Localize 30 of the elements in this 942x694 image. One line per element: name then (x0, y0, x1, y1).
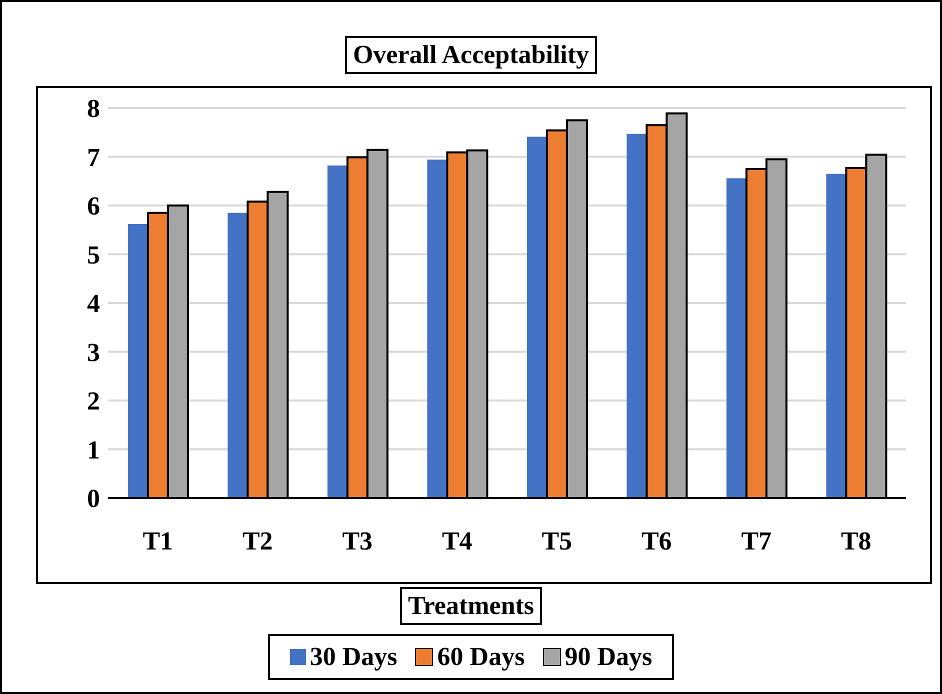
x-tick-label: T5 (542, 526, 572, 556)
y-tick-label: 6 (87, 192, 100, 221)
y-tick-label: 4 (87, 289, 100, 318)
bar (726, 178, 746, 498)
legend-label: 90 Days (564, 642, 652, 672)
bar (228, 212, 248, 498)
x-tick-label: T7 (741, 526, 772, 556)
bar (327, 166, 348, 498)
y-tick-label: 1 (87, 435, 100, 464)
y-tick-label: 2 (87, 386, 100, 416)
x-tick-label: T3 (342, 526, 373, 556)
bar (526, 136, 547, 498)
y-tick-label: 5 (87, 240, 100, 270)
x-axis-title: Treatments (400, 587, 542, 625)
y-tick-label: 0 (87, 484, 100, 514)
y-tick-label: 8 (87, 94, 100, 124)
x-tick-label: T4 (442, 526, 472, 556)
x-tick-label: T6 (641, 526, 672, 556)
chart-title: Overall Acceptability (344, 36, 598, 74)
bar (427, 160, 448, 498)
y-tick-label: 7 (87, 142, 100, 172)
legend-label: 60 Days (437, 642, 525, 672)
x-tick-label: T1 (142, 526, 174, 556)
bar (626, 134, 647, 498)
bar (826, 174, 846, 498)
bar (128, 224, 148, 498)
legend-label: 30 Days (310, 642, 398, 672)
x-tick-label: T8 (840, 526, 872, 556)
x-tick-label: T2 (242, 526, 273, 556)
y-tick-label: 3 (87, 338, 100, 367)
